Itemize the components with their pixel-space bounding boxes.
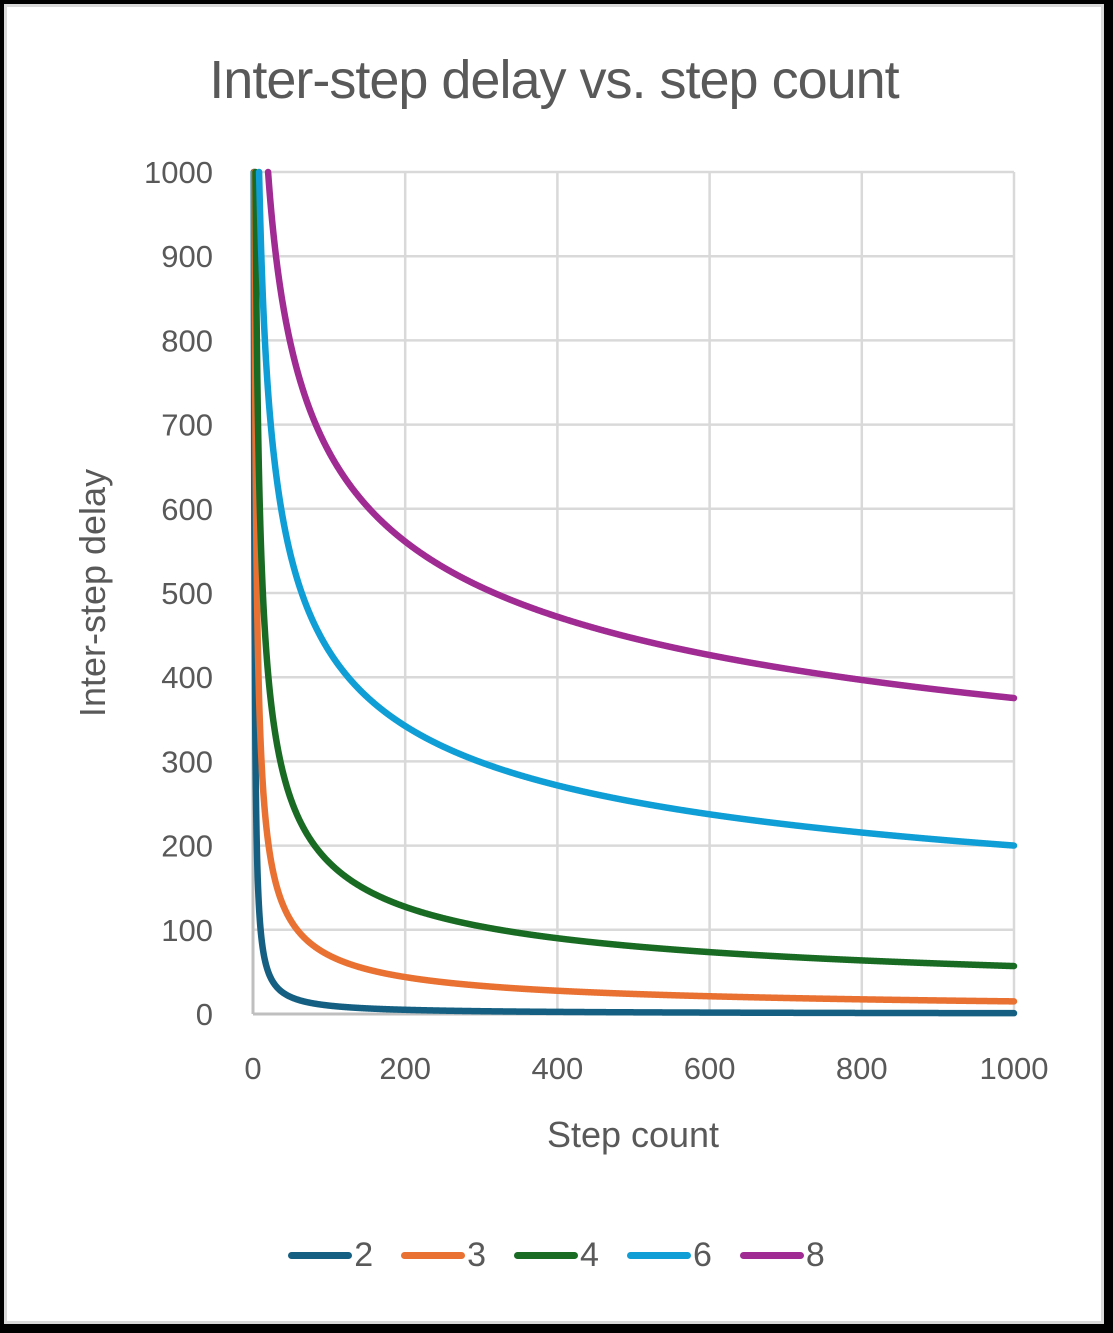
legend-label-6: 6 (692, 1235, 712, 1274)
y-tick-label: 0 (196, 997, 213, 1032)
y-tick-label: 100 (161, 913, 213, 948)
series-line-8 (264, 168, 1018, 702)
y-tick-label: 800 (161, 323, 213, 358)
legend-swatch-4 (514, 1251, 579, 1259)
legend-label-3: 3 (467, 1235, 487, 1274)
series-lines (250, 168, 1018, 1017)
y-tick-label: 200 (161, 829, 213, 864)
legend-item-8[interactable]: 8 (739, 1235, 825, 1275)
chart-title: Inter-step delay vs. step count (209, 50, 899, 110)
legend-label-2: 2 (354, 1235, 374, 1274)
series-line-4 (252, 168, 1018, 970)
y-tick-label: 700 (161, 408, 213, 443)
y-axis-ticks: 0 100 200 300 400 500 600 700 800 900 1000 (144, 155, 213, 1032)
y-tick-label: 1000 (144, 155, 213, 190)
legend-label-8: 8 (805, 1235, 825, 1274)
chart-card: Inter-step delay vs. step count (4, 4, 1104, 1324)
y-tick-label: 500 (161, 576, 213, 611)
legend-swatch-6 (626, 1251, 691, 1259)
x-tick-label: 1000 (980, 1051, 1049, 1086)
series-line-3 (251, 168, 1018, 1005)
legend-item-3[interactable]: 3 (401, 1236, 486, 1275)
legend-swatch-2 (288, 1251, 353, 1259)
legend-item-2[interactable]: 2 (288, 1236, 373, 1275)
legend: 2 3 4 6 8 (0, 1233, 1113, 1277)
y-tick-label: 400 (161, 660, 213, 695)
y-tick-label: 900 (161, 239, 213, 274)
legend-item-6[interactable]: 6 (626, 1235, 712, 1275)
x-axis-title: Step count (547, 1114, 719, 1155)
series-line-6 (255, 168, 1018, 849)
x-tick-label: 400 (532, 1051, 584, 1086)
x-tick-label: 0 (244, 1051, 261, 1086)
y-axis-title: Inter-step delay (72, 469, 113, 717)
series-line-2 (250, 168, 1018, 1017)
legend-label-4: 4 (580, 1235, 599, 1274)
x-axis-ticks: 0 200 400 600 800 1000 (244, 1051, 1048, 1086)
legend-swatch-3 (401, 1251, 466, 1259)
x-tick-label: 800 (836, 1051, 888, 1086)
x-tick-label: 200 (379, 1051, 431, 1086)
legend-item-4[interactable]: 4 (514, 1236, 599, 1275)
legend-swatch-8 (739, 1251, 804, 1259)
y-tick-label: 300 (161, 744, 213, 779)
y-tick-label: 600 (161, 492, 213, 527)
x-tick-label: 600 (684, 1051, 736, 1086)
